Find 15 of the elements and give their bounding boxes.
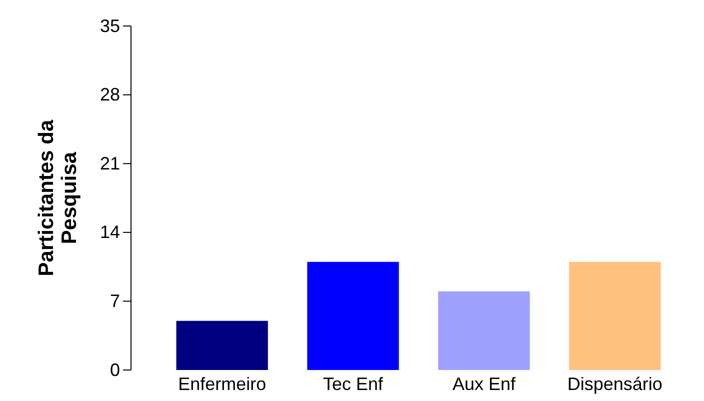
x-tick-label: Aux Enf — [452, 374, 516, 394]
bar — [438, 291, 530, 370]
y-tick-label: 28 — [100, 84, 120, 105]
bar — [569, 262, 661, 370]
y-tick-label: 21 — [100, 153, 120, 174]
y-tick-label: 14 — [100, 222, 120, 242]
y-tick-label: 0 — [110, 360, 120, 380]
y-tick-label: 7 — [110, 290, 120, 311]
x-tick-label: Dispensário — [567, 374, 662, 394]
y-tick-label: 35 — [100, 16, 120, 36]
x-tick-label: Enfermeiro — [178, 374, 266, 394]
y-axis-title: Particitantes da Pesquisa — [35, 119, 82, 276]
bar — [307, 262, 399, 370]
x-tick-label: Tec Enf — [323, 374, 384, 394]
bar — [176, 320, 268, 370]
